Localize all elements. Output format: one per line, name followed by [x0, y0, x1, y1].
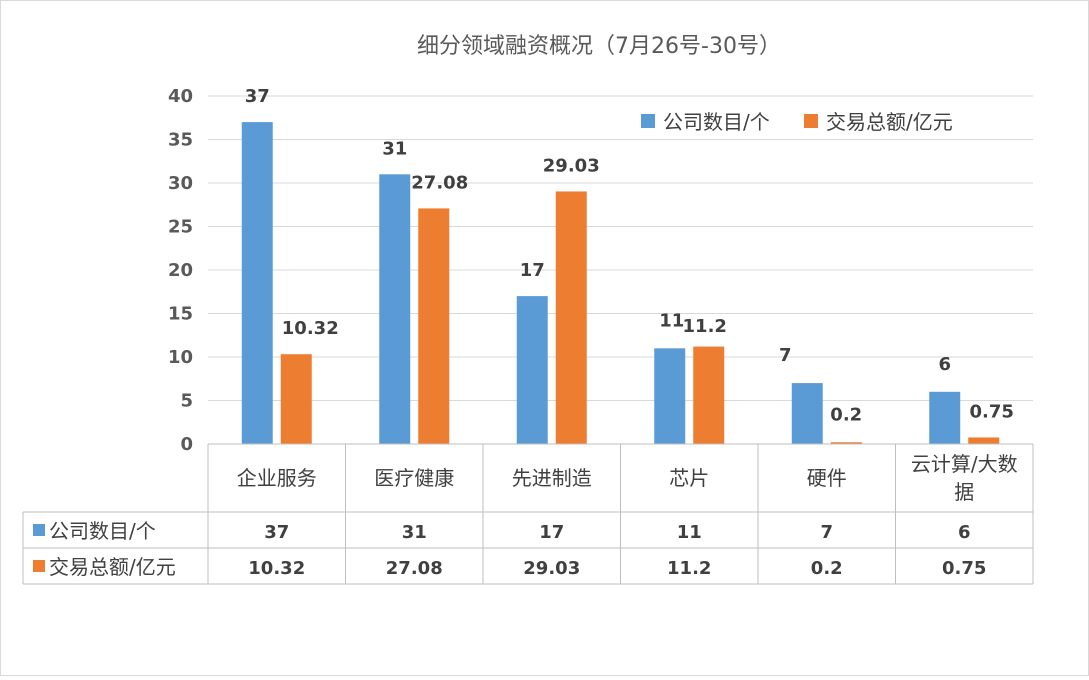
table-cell: 29.03 — [523, 558, 580, 579]
bar-deal-amount — [555, 191, 587, 444]
data-label-company-count: 11 — [659, 310, 684, 331]
table-row-header: 公司数目/个 — [49, 519, 156, 543]
y-tick-label: 35 — [168, 130, 193, 151]
bar-deal-amount — [693, 346, 725, 444]
table-row-header: 交易总额/亿元 — [49, 555, 176, 579]
data-label-deal-amount: 29.03 — [543, 155, 600, 176]
table-cell: 7 — [820, 522, 833, 543]
bar-company-count — [654, 348, 686, 444]
category-label: 医疗健康 — [374, 466, 454, 490]
table-cell: 37 — [264, 522, 289, 543]
category-label: 芯片 — [669, 466, 709, 490]
y-tick-label: 0 — [180, 434, 193, 455]
legend-label: 公司数目/个 — [663, 110, 770, 134]
data-label-deal-amount: 10.32 — [282, 318, 339, 339]
table-cell: 10.32 — [248, 558, 305, 579]
bar-deal-amount — [968, 437, 1000, 444]
data-label-deal-amount: 11.2 — [683, 316, 727, 337]
category-label: 先进制造 — [512, 466, 592, 490]
bar-deal-amount — [830, 442, 862, 444]
bar-company-count — [241, 122, 273, 444]
table-cell: 11.2 — [667, 558, 711, 579]
y-tick-label: 20 — [168, 260, 193, 281]
bar-company-count — [516, 296, 548, 444]
category-label: 企业服务 — [237, 466, 317, 490]
data-label-company-count: 31 — [382, 138, 407, 159]
table-cell: 6 — [958, 522, 971, 543]
bar-deal-amount — [418, 208, 450, 444]
y-tick-label: 30 — [168, 173, 193, 194]
data-label-company-count: 6 — [938, 354, 951, 375]
bar-company-count — [929, 391, 961, 444]
table-key-company-count — [33, 524, 45, 536]
table-cell: 11 — [677, 522, 702, 543]
table-cell: 31 — [402, 522, 427, 543]
bar-deal-amount — [280, 354, 312, 444]
legend-key-company-count — [641, 114, 655, 128]
legend-key-deal-amount — [804, 114, 818, 128]
table-cell: 17 — [539, 522, 564, 543]
y-tick-label: 5 — [180, 391, 193, 412]
data-label-deal-amount: 27.08 — [411, 172, 468, 193]
bar-company-count — [791, 383, 823, 444]
y-tick-label: 10 — [168, 347, 193, 368]
y-tick-label: 25 — [168, 217, 193, 238]
data-label-deal-amount: 0.75 — [970, 401, 1014, 422]
y-tick-label: 40 — [168, 86, 193, 107]
legend-label: 交易总额/亿元 — [826, 110, 953, 134]
table-cell: 0.2 — [811, 558, 843, 579]
bar-company-count — [379, 174, 411, 445]
data-label-deal-amount: 0.2 — [830, 404, 862, 425]
category-label: 硬件 — [807, 466, 847, 490]
table-key-deal-amount — [33, 560, 45, 572]
table-cell: 27.08 — [386, 558, 443, 579]
data-label-company-count: 7 — [779, 345, 792, 366]
chart-title: 细分领域融资概况（7月26号-30号） — [417, 34, 781, 59]
data-label-company-count: 17 — [520, 260, 545, 281]
table-cell: 0.75 — [942, 558, 986, 579]
category-label: 云计算/大数据 — [911, 452, 1018, 504]
y-tick-label: 15 — [168, 304, 193, 325]
data-label-company-count: 37 — [245, 86, 270, 107]
